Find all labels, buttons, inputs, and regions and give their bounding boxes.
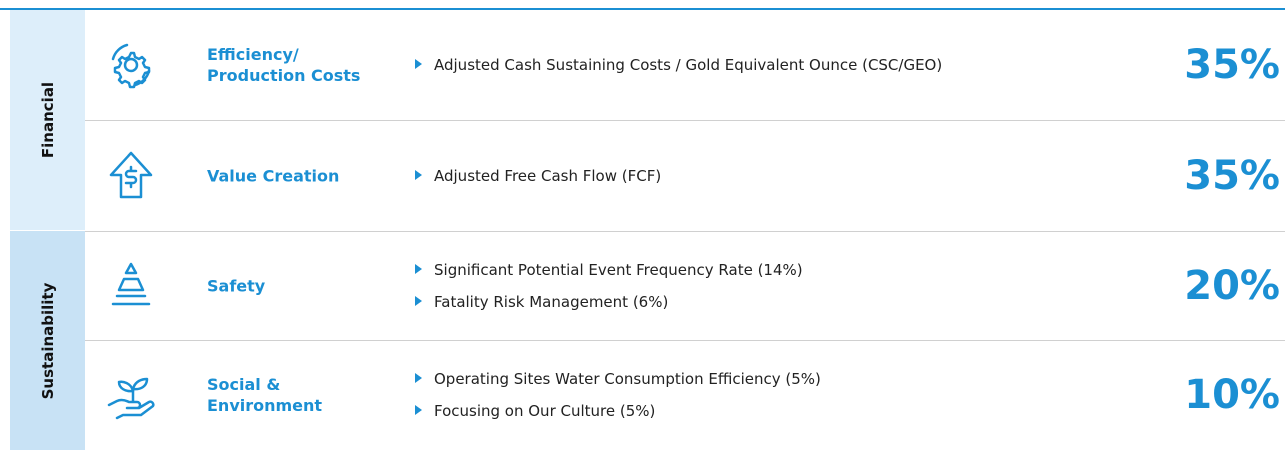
- gear-icon: [111, 43, 151, 89]
- plant-hand-icon: [107, 377, 155, 420]
- title-line: Safety: [207, 276, 266, 295]
- title-line: Value Creation: [207, 166, 340, 185]
- title-line: Efficiency/: [207, 45, 299, 64]
- bullet-item: Adjusted Cash Sustaining Costs / Gold Eq…: [415, 56, 942, 74]
- row-title: Efficiency/Production Costs: [207, 44, 360, 86]
- row-title: Safety: [207, 275, 265, 296]
- title-line: Production Costs: [207, 66, 361, 85]
- weight-value: 35%: [1184, 152, 1280, 199]
- title-line: Environment: [207, 396, 323, 415]
- bullet-item: Focusing on Our Culture (5%): [415, 402, 655, 420]
- group-label: Sustainability: [38, 282, 57, 399]
- bullet-item: Significant Potential Event Frequency Ra…: [415, 261, 803, 279]
- row-title: Value Creation: [207, 165, 339, 186]
- group-label: Financial: [38, 81, 57, 159]
- row-title: Social & Environment: [207, 374, 322, 416]
- weight-value: 35%: [1184, 42, 1280, 88]
- title-line: Social &: [207, 375, 281, 394]
- arrow-dollar-icon: [109, 151, 153, 199]
- group-band: Sustainability: [10, 231, 85, 450]
- bullet-item: Fatality Risk Management (6%): [415, 293, 668, 311]
- top-rule: [0, 8, 1285, 10]
- bullet-item: Adjusted Free Cash Flow (FCF): [415, 167, 661, 185]
- bullet-item: Operating Sites Water Consumption Effici…: [415, 370, 821, 388]
- row-separator: [85, 120, 1285, 121]
- weight-value: 10%: [1184, 372, 1280, 418]
- pyramid-icon: [111, 262, 151, 306]
- row-separator: [85, 340, 1285, 341]
- group-band: Financial: [10, 10, 85, 230]
- weight-value: 20%: [1184, 262, 1280, 309]
- row-separator: [85, 231, 1285, 232]
